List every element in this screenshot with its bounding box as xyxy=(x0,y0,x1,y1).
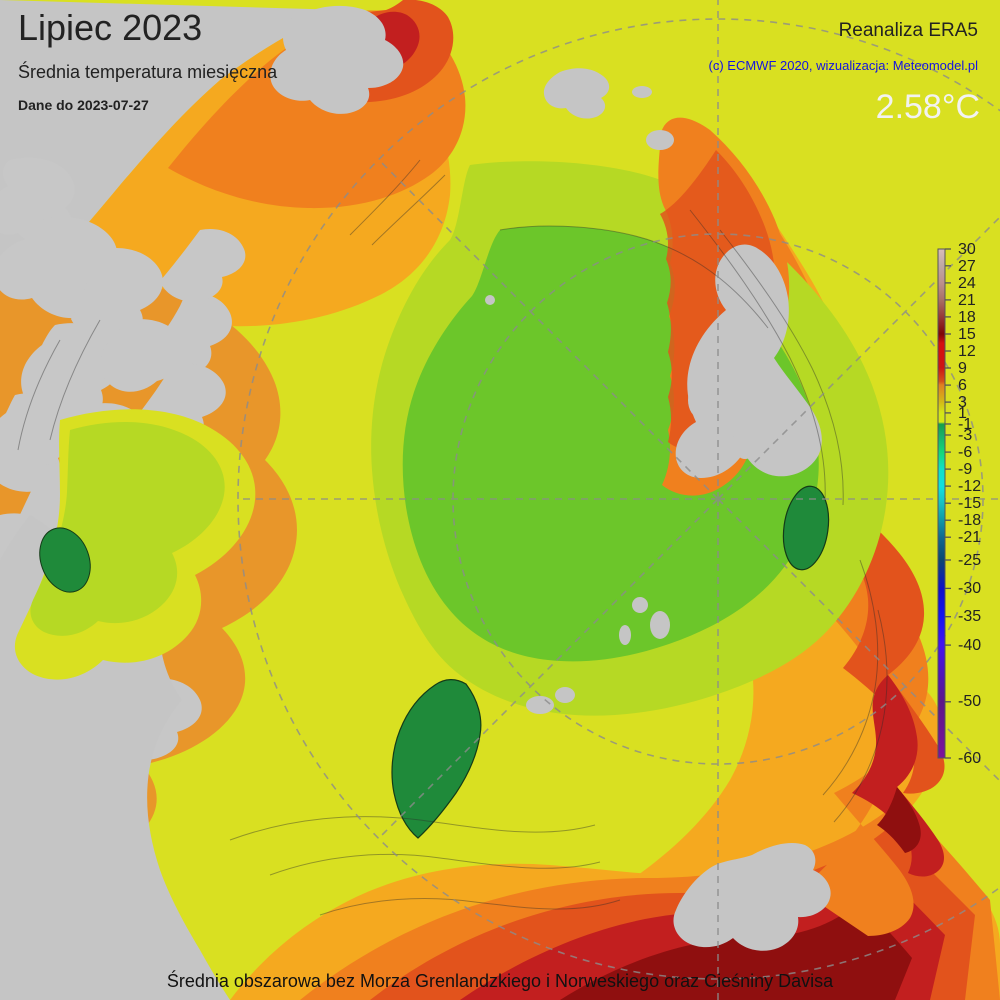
svg-text:18: 18 xyxy=(958,309,976,326)
svg-text:-18: -18 xyxy=(958,512,981,529)
svg-text:-25: -25 xyxy=(958,552,981,569)
svg-text:21: 21 xyxy=(958,292,976,309)
svg-text:27: 27 xyxy=(958,258,976,275)
svg-text:-12: -12 xyxy=(958,478,981,495)
svg-text:12: 12 xyxy=(958,343,976,360)
svg-text:6: 6 xyxy=(958,377,967,394)
svg-text:30: 30 xyxy=(958,241,976,258)
svg-text:15: 15 xyxy=(958,326,976,343)
svg-text:-50: -50 xyxy=(958,693,981,710)
svg-text:-21: -21 xyxy=(958,529,981,546)
svg-text:-35: -35 xyxy=(958,608,981,625)
svg-text:-60: -60 xyxy=(958,750,981,767)
svg-text:-40: -40 xyxy=(958,637,981,654)
svg-text:-6: -6 xyxy=(958,444,972,461)
svg-text:9: 9 xyxy=(958,360,967,377)
svg-text:24: 24 xyxy=(958,275,976,292)
svg-text:-3: -3 xyxy=(958,427,972,444)
svg-text:-30: -30 xyxy=(958,580,981,597)
svg-text:-9: -9 xyxy=(958,461,972,478)
svg-text:-15: -15 xyxy=(958,495,981,512)
